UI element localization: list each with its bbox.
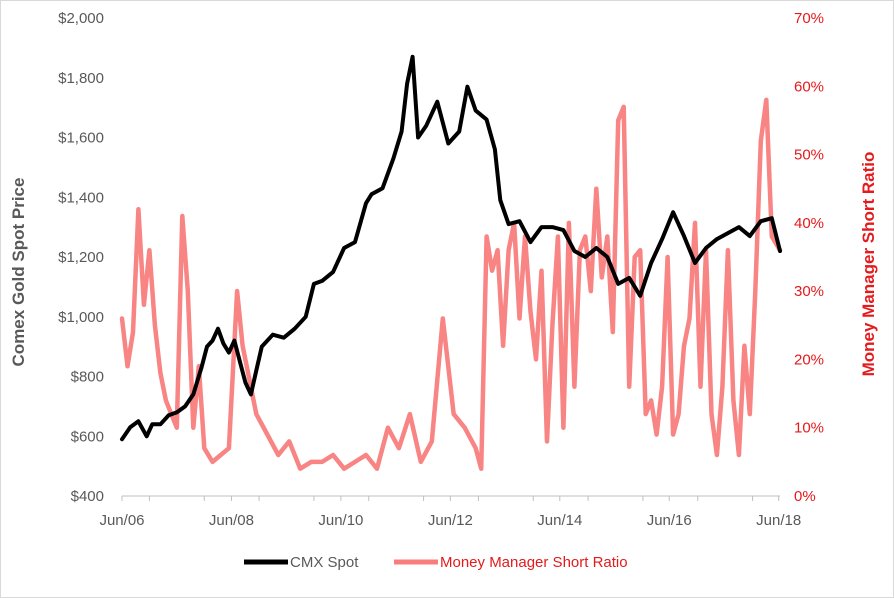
x-tick-label: Jun/10 <box>318 512 363 529</box>
y-left-tick-label: $1,400 <box>58 189 104 206</box>
y-left-axis-title: Comex Gold Spot Price <box>9 178 28 367</box>
legend: CMX Spot Money Manager Short Ratio <box>244 554 628 571</box>
y-right-tick-label: 70% <box>794 10 824 27</box>
legend-label-cmx-spot: CMX Spot <box>290 554 359 571</box>
y-left-tick-label: $600 <box>71 428 104 445</box>
y-right-tick-label: 10% <box>794 420 824 437</box>
y-right-tick-label: 0% <box>794 488 816 505</box>
y-left-tick-label: $400 <box>71 488 104 505</box>
y-right-tick-label: 30% <box>794 283 824 300</box>
y-left-tick-label: $1,800 <box>58 70 104 87</box>
x-tick-label: Jun/08 <box>209 512 254 529</box>
legend-label-short-ratio: Money Manager Short Ratio <box>440 554 628 571</box>
y-right-tick-label: 50% <box>794 147 824 164</box>
y-left-tick-label: $2,000 <box>58 10 104 27</box>
series-line-cmx-spot <box>120 54 782 442</box>
y-left-tick-label: $1,200 <box>58 249 104 266</box>
axes-layer <box>121 495 780 501</box>
x-tick-label: Jun/14 <box>537 512 582 529</box>
series-layer <box>119 54 783 471</box>
y-left-tick-label: $1,600 <box>58 130 104 147</box>
x-tick-label: Jun/16 <box>647 512 692 529</box>
labels-layer: Jun/06 Jun/08 Jun/10 Jun/12 Jun/14 Jun/16 Jun/… <box>58 10 824 529</box>
series-line-short-ratio <box>119 97 783 471</box>
x-tick-label: Jun/12 <box>428 512 473 529</box>
x-tick-label: Jun/06 <box>99 512 144 529</box>
x-tick-label: Jun/18 <box>756 512 801 529</box>
y-left-tick-label: $1,000 <box>58 309 104 326</box>
y-right-tick-label: 20% <box>794 351 824 368</box>
y-right-tick-label: 60% <box>794 78 824 95</box>
y-left-tick-label: $800 <box>71 369 104 386</box>
y-right-axis-title: Money Manager Short Ratio <box>859 152 878 377</box>
y-right-tick-label: 40% <box>794 215 824 232</box>
